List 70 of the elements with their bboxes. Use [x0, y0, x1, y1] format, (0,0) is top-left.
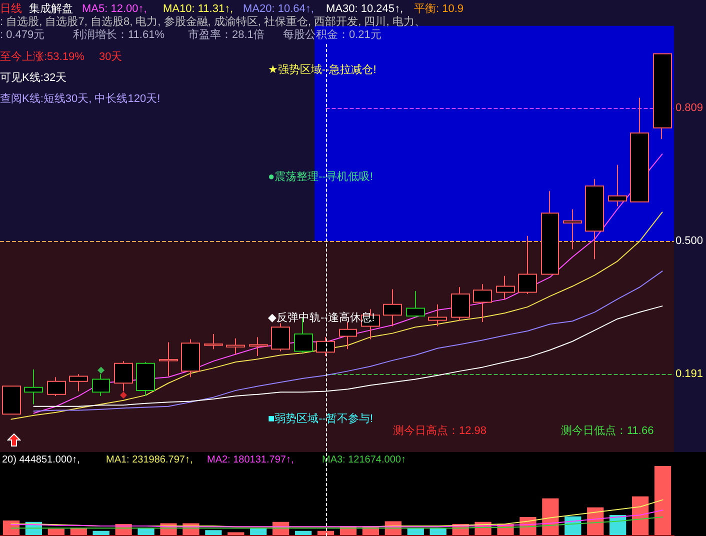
- annotation: 至今上涨:53.19%: [0, 50, 85, 63]
- candlestick: [428, 304, 447, 327]
- candlestick: [136, 362, 155, 397]
- candlestick: [92, 374, 110, 397]
- bar: [430, 528, 446, 535]
- bar: [205, 530, 222, 535]
- candlestick: [653, 53, 672, 140]
- annotation: MA30: 10.245↑,: [326, 3, 404, 15]
- candlestick: [159, 342, 178, 377]
- annotation: 平衡: 10.9: [414, 3, 464, 15]
- candlestick: [114, 360, 133, 392]
- candlestick: [2, 386, 21, 415]
- bar: [632, 496, 649, 535]
- bar: [70, 528, 87, 535]
- annotation: 市盈率：28.1倍: [188, 28, 264, 41]
- annotation: : 自选股, 自选股7, 自选股8, 电力, 参股金融, 成渝特区, 社保重仓, 西部开发, 四川, 电力、: [0, 15, 426, 28]
- y-tick-label: 0.500: [675, 235, 704, 248]
- candlestick: [181, 338, 200, 378]
- candlestick: [541, 190, 559, 275]
- bar: [294, 530, 312, 535]
- bar: [654, 466, 672, 535]
- annotation: 查阅K线:短线30天, 中长线120天!: [0, 92, 160, 105]
- candlestick: [383, 288, 402, 327]
- annotation: 利润增长：11.61%: [73, 28, 165, 41]
- candlestick: [226, 338, 245, 355]
- bar: [138, 528, 154, 535]
- y-tick-label: 0.191: [675, 368, 704, 380]
- annotation: 日线: [0, 2, 22, 15]
- candlestick: [24, 368, 43, 405]
- text: MA2: 180131.797↑,: [207, 454, 294, 466]
- annotation: : 0.479元: [0, 29, 45, 41]
- annotation: 可见K线:32天: [0, 71, 67, 84]
- text: MA1: 231986.797↑,: [106, 454, 193, 466]
- bar: [92, 530, 110, 535]
- candlestick: [271, 322, 290, 352]
- candlestick: [630, 97, 649, 202]
- line-series: [33, 306, 663, 407]
- annotation: 测今日低点：11.66: [561, 424, 654, 437]
- bar: [228, 532, 244, 535]
- candlestick: [563, 208, 582, 250]
- text: 20) 444851.000↑,: [2, 454, 80, 466]
- candlestick: [406, 290, 425, 318]
- candlestick: [249, 336, 268, 357]
- annotation: 测今日高点：12.98: [393, 424, 487, 437]
- text: MA3: 121674.000↑: [322, 454, 406, 466]
- annotation: ■弱势区域--暂不参与!: [268, 412, 374, 425]
- annotation: MA5: 12.00↑,: [82, 3, 147, 15]
- candlestick: [339, 321, 357, 350]
- candlestick: [585, 178, 604, 260]
- bar: [250, 528, 267, 535]
- candlestick: [451, 286, 470, 322]
- y-tick-label: 0.809: [675, 102, 704, 114]
- bar: [542, 498, 559, 535]
- annotation: 集成解盘: [29, 2, 73, 15]
- candlestick: [69, 374, 88, 392]
- bar: [48, 528, 64, 535]
- candlestick: [608, 164, 627, 207]
- bar: [407, 528, 424, 535]
- annotation: 30天: [99, 51, 122, 63]
- candlestick: [316, 336, 335, 357]
- candlestick: [204, 334, 223, 350]
- bar: [317, 530, 334, 535]
- line-series: [33, 270, 663, 412]
- candlestick: [47, 376, 66, 397]
- annotation: MA10: 11.31↑,: [163, 3, 234, 15]
- bar: [2, 520, 20, 535]
- candlestick: [473, 284, 492, 322]
- candlestick: [496, 275, 515, 300]
- candlestick: [518, 235, 537, 295]
- annotation: MA20: 10.64↑,: [243, 3, 314, 15]
